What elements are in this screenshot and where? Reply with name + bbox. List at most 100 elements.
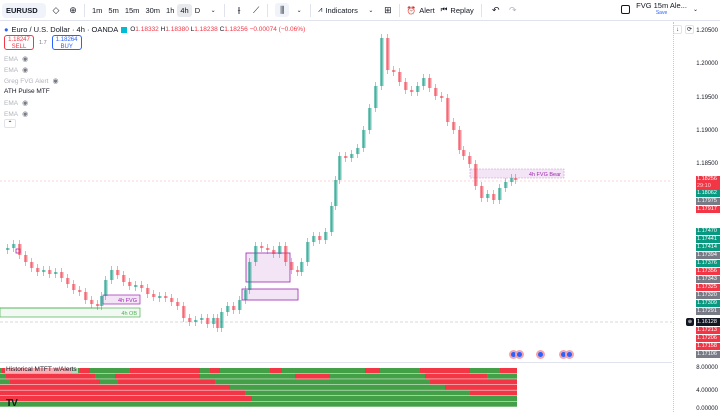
replay-label: Replay xyxy=(450,5,474,15)
replay-icon: ⏮ xyxy=(440,5,448,14)
divider xyxy=(84,3,85,17)
timeframe-15m[interactable]: 15m xyxy=(124,5,140,15)
trade-buttons: 1.18247 SELL 1.7 1.18264 BUY xyxy=(4,35,82,50)
price-axis[interactable]: 1.20500 1.20000 1.19500 1.19000 1.18500 … xyxy=(673,22,720,412)
price-label: 1.17320 xyxy=(696,292,720,299)
indicators-label: Indicators xyxy=(325,5,358,15)
collapse-legend-button[interactable]: ⌃ xyxy=(4,119,16,128)
price-label: 1.17158 xyxy=(696,343,720,350)
alarm-clock-icon: ⏰ xyxy=(406,5,417,15)
price-label: 1.17394 xyxy=(696,252,720,259)
pane-tick: 8.00000 xyxy=(696,365,718,371)
price-label: 1.17309 xyxy=(696,300,720,307)
candles-icon[interactable]: ⫼ xyxy=(275,3,290,17)
eye-hidden-icon[interactable]: ◉ xyxy=(22,100,29,107)
ohlc-values: O1.18332 H1.18380 L1.18238 C1.18256 −0.0… xyxy=(130,26,306,33)
price-label: 1.17343 xyxy=(696,276,720,283)
bar-style-icon[interactable]: ⫲ xyxy=(237,4,241,15)
add-symbol-icon[interactable]: ⊕ xyxy=(69,4,77,15)
lower-pane-title: Historical MTFT w/Alerts xyxy=(5,366,78,373)
mtf-heatmap xyxy=(0,368,517,407)
symbol-search[interactable]: EURUSD xyxy=(2,2,46,18)
svg-text:4h OB: 4h OB xyxy=(121,311,137,317)
divider xyxy=(267,3,269,17)
chevron-down-icon[interactable]: ⌄ xyxy=(368,7,374,14)
price-label: 1.18062 xyxy=(696,190,720,197)
diamond-icon[interactable]: ◇ xyxy=(52,4,60,15)
indicator-greg-fvg[interactable]: Greg FVG Alert ◉ xyxy=(4,77,59,86)
layout-name: FVG 15m Ale... xyxy=(636,1,687,10)
chevron-down-icon[interactable]: ⌄ xyxy=(296,7,302,14)
price-label: 1.17206 xyxy=(696,335,720,342)
top-toolbar: EURUSD ◇ ⊕ 1m 5m 15m 30m 1h 4h D ⌄ ⫲ ⟋ ⫼… xyxy=(0,0,720,21)
alert-label: Alert xyxy=(419,5,435,15)
undo-icon[interactable]: ↶ xyxy=(492,4,500,15)
indicators-button[interactable]: ⩘ Indicators xyxy=(315,5,361,15)
price-label: 1.17441 xyxy=(696,236,720,243)
divider xyxy=(480,3,482,17)
spread-value: 1.7 xyxy=(39,39,47,46)
price-label: 1.17376 xyxy=(696,260,720,267)
price-label: 1.17291 xyxy=(696,308,720,315)
timeframe-5m[interactable]: 5m xyxy=(108,5,119,15)
divider xyxy=(398,3,400,17)
timeframe-4h[interactable]: 4h xyxy=(177,3,192,17)
layout-save-link[interactable]: Save xyxy=(655,10,668,16)
tradingview-logo[interactable]: TV xyxy=(6,398,18,409)
flag-icon: ● xyxy=(4,25,9,34)
current-price-label: 1.18256 29:10 xyxy=(696,176,720,190)
pane-tick: 0.00000 xyxy=(696,406,718,412)
price-label: 1.17106 xyxy=(696,351,720,358)
price-label: 1.17213 xyxy=(696,327,720,334)
symbol-label: EURUSD xyxy=(6,5,38,15)
indicator-ema-1[interactable]: EMA ◉ xyxy=(4,55,29,64)
indicator-ath-pulse[interactable]: ATH Pulse MTF xyxy=(4,88,50,95)
divider xyxy=(310,3,312,17)
event-markers-3[interactable] xyxy=(559,350,574,359)
alert-button[interactable]: ⏰ Alert xyxy=(404,6,438,15)
crosshair-price-label: 1.16128 xyxy=(696,318,720,326)
buy-button[interactable]: 1.18264 BUY xyxy=(51,35,82,50)
eye-hidden-icon[interactable]: ◉ xyxy=(22,56,29,63)
sell-button[interactable]: 1.18247 SELL xyxy=(4,35,34,50)
indicator-ema-4[interactable]: EMA ◉ xyxy=(4,110,29,119)
price-tick: 1.20500 xyxy=(696,28,718,34)
symbol-title: Euro / U.S. Dollar · 4h · OANDA xyxy=(11,25,119,34)
timeframe-1h[interactable]: 1h xyxy=(166,5,175,15)
pane-tick: 4.00000 xyxy=(696,388,718,394)
price-tick: 1.19000 xyxy=(696,128,718,134)
price-chart[interactable]: 4h FVG Bear 4h OB 4h FVG xyxy=(0,22,672,362)
candlestick-series xyxy=(6,34,518,332)
market-status-icon xyxy=(121,26,128,33)
refresh-icon[interactable]: ⟳ xyxy=(685,25,694,34)
add-alert-icon[interactable]: ⊕ xyxy=(686,318,694,326)
svg-text:4h FVG Bear: 4h FVG Bear xyxy=(529,172,561,178)
price-tick: 1.19500 xyxy=(696,95,718,101)
drawing-icon[interactable]: ⟋ xyxy=(252,4,260,15)
layout-checkbox[interactable] xyxy=(621,4,631,14)
chevron-down-icon[interactable]: ⌄ xyxy=(692,6,698,13)
price-label: 1.17414 xyxy=(696,244,720,251)
svg-text:4h FVG: 4h FVG xyxy=(118,298,137,304)
price-tick: 1.20000 xyxy=(696,61,718,67)
replay-button[interactable]: ⏮ Replay xyxy=(438,5,477,15)
eye-hidden-icon[interactable]: ◉ xyxy=(22,67,29,74)
timeframe-d[interactable]: D xyxy=(194,5,201,15)
redo-icon[interactable]: ↷ xyxy=(509,4,517,15)
price-label: 1.17325 xyxy=(696,284,720,291)
event-markers-2[interactable] xyxy=(536,350,545,359)
indicator-ema-3[interactable]: EMA ◉ xyxy=(4,99,29,108)
layout-selector[interactable]: FVG 15m Ale... Save ⌄ xyxy=(621,2,698,16)
eye-hidden-icon[interactable]: ◉ xyxy=(22,111,29,118)
indicators-icon: ⩘ xyxy=(318,5,323,14)
timeframe-1m[interactable]: 1m xyxy=(92,5,103,15)
event-markers-1[interactable] xyxy=(509,350,524,359)
chevron-down-icon[interactable]: ⌄ xyxy=(210,7,216,14)
price-label: 1.17356 xyxy=(696,268,720,275)
eye-hidden-icon[interactable]: ◉ xyxy=(52,78,59,85)
timeframe-30m[interactable]: 30m xyxy=(145,5,161,15)
price-label: 1.17975 xyxy=(696,198,720,205)
indicator-ema-2[interactable]: EMA ◉ xyxy=(4,66,29,75)
pane-divider[interactable] xyxy=(0,362,672,363)
layouts-grid-icon[interactable]: ⊞ xyxy=(384,4,392,15)
